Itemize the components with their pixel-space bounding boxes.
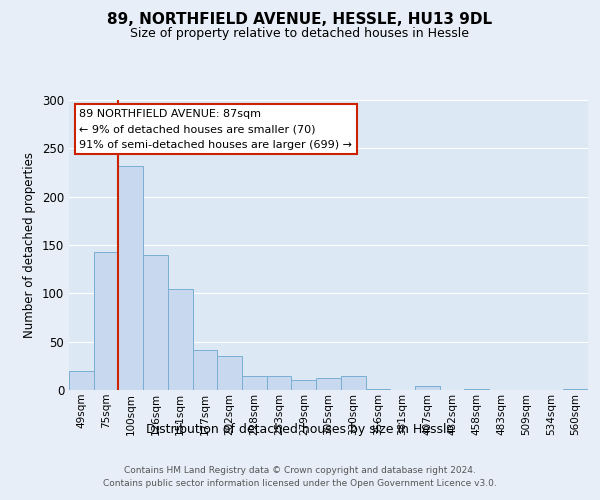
Text: 89, NORTHFIELD AVENUE, HESSLE, HU13 9DL: 89, NORTHFIELD AVENUE, HESSLE, HU13 9DL (107, 12, 493, 28)
Text: Size of property relative to detached houses in Hessle: Size of property relative to detached ho… (131, 28, 470, 40)
Bar (415, 386, 440, 390)
Text: Contains HM Land Registry data © Crown copyright and database right 2024.: Contains HM Land Registry data © Crown c… (124, 466, 476, 475)
Bar (563, 389, 588, 390)
Bar (365, 389, 390, 390)
Bar (464, 389, 489, 390)
Bar (168, 288, 193, 390)
Bar (242, 376, 267, 390)
Bar (69, 370, 94, 390)
Bar (316, 378, 341, 390)
Text: Contains public sector information licensed under the Open Government Licence v3: Contains public sector information licen… (103, 479, 497, 488)
Bar (118, 166, 143, 390)
Bar (292, 380, 316, 390)
Bar (217, 356, 242, 390)
Bar (143, 254, 168, 390)
Bar (267, 376, 292, 390)
Text: Distribution of detached houses by size in Hessle: Distribution of detached houses by size … (146, 422, 454, 436)
Bar (341, 376, 365, 390)
Text: 89 NORTHFIELD AVENUE: 87sqm
← 9% of detached houses are smaller (70)
91% of semi: 89 NORTHFIELD AVENUE: 87sqm ← 9% of deta… (79, 108, 352, 150)
Bar (193, 350, 217, 390)
Y-axis label: Number of detached properties: Number of detached properties (23, 152, 37, 338)
Bar (94, 252, 118, 390)
